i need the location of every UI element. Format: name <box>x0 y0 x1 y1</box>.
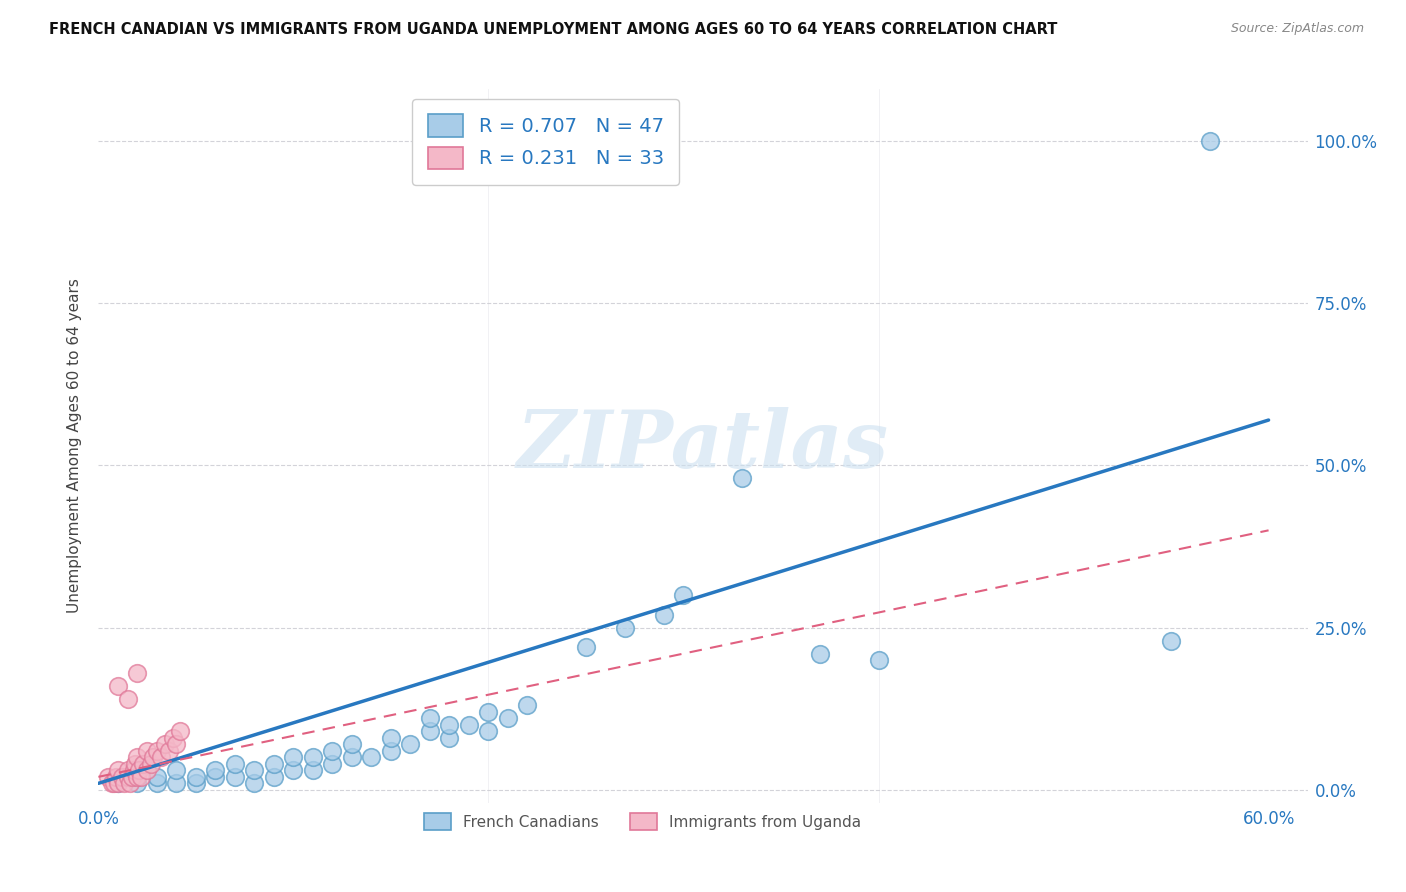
Point <box>127 750 149 764</box>
Point <box>302 764 325 778</box>
Point <box>224 756 246 771</box>
Point <box>302 750 325 764</box>
Point <box>131 770 153 784</box>
Point <box>157 744 180 758</box>
Point <box>104 770 127 784</box>
Point <box>139 756 162 771</box>
Point <box>283 764 305 778</box>
Point <box>224 770 246 784</box>
Point <box>399 738 422 752</box>
Point <box>97 770 120 784</box>
Point <box>121 770 143 784</box>
Point <box>672 588 695 602</box>
Point <box>117 764 139 778</box>
Point <box>439 731 461 745</box>
Point <box>380 744 402 758</box>
Point <box>127 770 149 784</box>
Point <box>127 666 149 681</box>
Point <box>1160 633 1182 648</box>
Point <box>263 756 285 771</box>
Text: ZIPatlas: ZIPatlas <box>517 408 889 484</box>
Point <box>868 653 890 667</box>
Point <box>184 770 207 784</box>
Point <box>165 738 187 752</box>
Point <box>419 724 441 739</box>
Point <box>243 776 266 790</box>
Point <box>128 764 150 778</box>
Point <box>458 718 481 732</box>
Point <box>652 607 675 622</box>
Point <box>103 776 125 790</box>
Point <box>107 764 129 778</box>
Point <box>165 776 187 790</box>
Point <box>439 718 461 732</box>
Point <box>118 776 141 790</box>
Point <box>575 640 598 654</box>
Point <box>132 756 155 771</box>
Point <box>142 750 165 764</box>
Point <box>124 756 146 771</box>
Point <box>340 738 363 752</box>
Text: FRENCH CANADIAN VS IMMIGRANTS FROM UGANDA UNEMPLOYMENT AMONG AGES 60 TO 64 YEARS: FRENCH CANADIAN VS IMMIGRANTS FROM UGAND… <box>49 22 1057 37</box>
Point <box>263 770 285 784</box>
Y-axis label: Unemployment Among Ages 60 to 64 years: Unemployment Among Ages 60 to 64 years <box>67 278 83 614</box>
Point <box>146 770 169 784</box>
Point <box>162 731 184 745</box>
Text: Source: ZipAtlas.com: Source: ZipAtlas.com <box>1230 22 1364 36</box>
Point <box>321 744 343 758</box>
Point <box>477 724 499 739</box>
Point <box>380 731 402 745</box>
Point <box>146 744 169 758</box>
Point <box>1199 134 1222 148</box>
Point <box>127 770 149 784</box>
Point <box>419 711 441 725</box>
Point <box>127 776 149 790</box>
Point <box>614 621 637 635</box>
Point <box>107 776 129 790</box>
Point <box>107 679 129 693</box>
Point <box>136 764 159 778</box>
Point <box>165 764 187 778</box>
Point <box>136 744 159 758</box>
Point <box>101 776 124 790</box>
Point <box>184 776 207 790</box>
Point <box>153 738 176 752</box>
Legend: French Canadians, Immigrants from Uganda: French Canadians, Immigrants from Uganda <box>416 805 869 838</box>
Point <box>808 647 831 661</box>
Point <box>117 692 139 706</box>
Point <box>112 776 135 790</box>
Point <box>146 776 169 790</box>
Point <box>321 756 343 771</box>
Point <box>149 750 172 764</box>
Point <box>111 770 134 784</box>
Point <box>477 705 499 719</box>
Point <box>360 750 382 764</box>
Point <box>283 750 305 764</box>
Point <box>169 724 191 739</box>
Point <box>122 764 145 778</box>
Point <box>340 750 363 764</box>
Point <box>516 698 538 713</box>
Point <box>496 711 519 725</box>
Point <box>243 764 266 778</box>
Point <box>117 770 139 784</box>
Point <box>731 471 754 485</box>
Point <box>107 776 129 790</box>
Point <box>204 770 226 784</box>
Point <box>204 764 226 778</box>
